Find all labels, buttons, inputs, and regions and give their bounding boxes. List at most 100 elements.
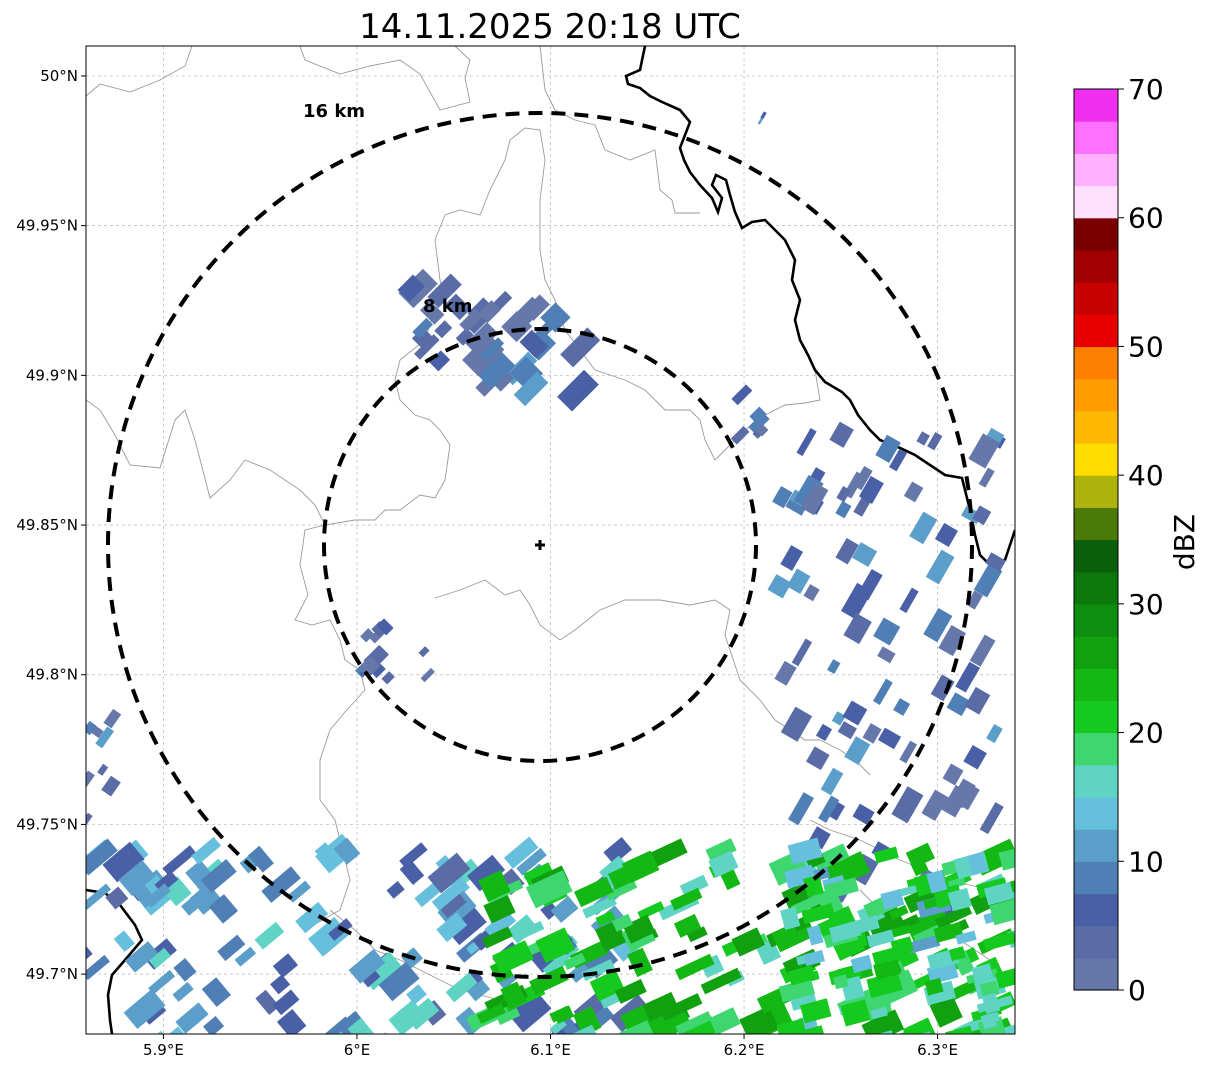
echo-cell <box>835 537 859 565</box>
echo-cell <box>963 745 987 770</box>
y-tick-label: 49.95°N <box>16 217 78 235</box>
colorbar-cell <box>1074 249 1118 283</box>
echo-cell <box>955 661 981 693</box>
echo-cell <box>95 726 115 749</box>
echo-cell <box>679 874 709 897</box>
echo-cell <box>1013 889 1015 902</box>
colorbar-cell <box>1074 764 1118 798</box>
echo-cell <box>202 1015 225 1034</box>
colorbar-cell <box>1074 925 1118 959</box>
echo-cell <box>844 736 871 766</box>
colorbar-cell <box>1074 636 1118 669</box>
echo-cell <box>397 274 426 303</box>
echo-cell <box>857 568 883 601</box>
echo-cell <box>477 300 502 324</box>
echo-cell <box>549 1005 571 1023</box>
echo-cell <box>921 789 949 822</box>
echo-cell <box>270 974 291 995</box>
echo-cell <box>483 894 516 924</box>
echo-cell <box>780 545 804 571</box>
echo-cell <box>910 857 929 877</box>
echo-cell <box>648 1047 686 1069</box>
colorbar-cell <box>1074 442 1118 476</box>
y-tick-label: 49.7°N <box>26 965 78 983</box>
echo-cell <box>287 880 312 903</box>
colorbar-tick-label: 10 <box>1128 845 1164 878</box>
echo-cell <box>148 947 172 969</box>
echo-cell <box>829 421 854 448</box>
colorbar-cell <box>1074 796 1118 830</box>
echo-cell <box>967 851 988 875</box>
echo-cell <box>71 789 84 804</box>
echo-cell <box>779 906 801 930</box>
echo-cell <box>836 485 851 503</box>
echo-cell <box>444 293 472 321</box>
echo-cell <box>627 947 653 978</box>
echo-cell <box>426 1044 449 1067</box>
echo-cell <box>938 624 966 657</box>
echo-cell <box>509 1058 527 1069</box>
echo-cell <box>815 723 833 742</box>
echo-cell <box>900 885 918 897</box>
echo-cell <box>840 999 871 1027</box>
echo-cell <box>519 329 549 359</box>
admin-boundaries <box>86 46 1015 1001</box>
echo-cell <box>476 1003 506 1025</box>
echo-cell <box>973 563 1003 598</box>
echo-cell <box>217 934 246 962</box>
radar-site-marker <box>535 540 545 550</box>
echo-cell <box>670 887 703 911</box>
echo-cell <box>985 552 1007 572</box>
echo-cell <box>201 977 232 1008</box>
echo-cell <box>946 692 971 717</box>
echo-cell <box>316 1054 341 1069</box>
echo-cell <box>642 1040 665 1062</box>
echo-cell <box>418 646 430 658</box>
echo-cell <box>873 959 902 980</box>
echo-cell <box>407 1040 432 1065</box>
x-tick-label: 6.1°E <box>530 1041 571 1059</box>
range-label-8km: 8 km <box>423 296 473 317</box>
echo-cell <box>787 1025 826 1034</box>
echo-cell <box>272 953 299 978</box>
echo-cell <box>572 1006 602 1034</box>
colorbar-tick-label: 30 <box>1128 588 1164 621</box>
colorbar-cell <box>1074 282 1118 315</box>
echo-cell <box>248 845 274 873</box>
echo-cell <box>478 870 511 902</box>
echo-cell <box>501 311 533 343</box>
colorbar-cell <box>1074 829 1118 862</box>
colorbar-cell <box>1074 185 1118 219</box>
echo-cell <box>622 914 656 944</box>
echo-cell <box>234 946 257 967</box>
colorbar-cell <box>1074 571 1118 605</box>
echo-cell <box>887 1041 916 1069</box>
echo-cell <box>616 1034 651 1064</box>
colorbar-cell <box>1074 893 1118 927</box>
echo-cell <box>359 966 381 988</box>
colorbar-label: dBZ <box>1168 514 1201 570</box>
echo-cell <box>966 590 983 610</box>
echo-cell <box>772 485 793 509</box>
echo-cell <box>823 877 859 900</box>
echo-cell <box>831 711 846 726</box>
echo-cell <box>542 952 570 978</box>
echo-cell <box>516 296 545 324</box>
echo-cell <box>989 896 1015 926</box>
echo-cell <box>986 724 1003 744</box>
echo-cell <box>818 795 840 823</box>
echo-region <box>462 290 601 412</box>
echo-cell <box>477 351 516 390</box>
echo-cell <box>851 542 878 567</box>
echo-cell <box>420 667 435 683</box>
colorbar: 0 10 20 30 40 50 60 70 dBZ <box>1073 73 1201 1007</box>
echo-cell <box>481 926 513 949</box>
echo-cell <box>820 767 844 796</box>
echo-cell <box>181 890 208 916</box>
echo-cell <box>843 612 872 645</box>
echo-cell <box>603 836 633 865</box>
echo-cell <box>708 850 739 878</box>
echo-cell <box>754 423 769 437</box>
echo-cell <box>320 1016 352 1034</box>
echo-cell <box>907 935 941 954</box>
